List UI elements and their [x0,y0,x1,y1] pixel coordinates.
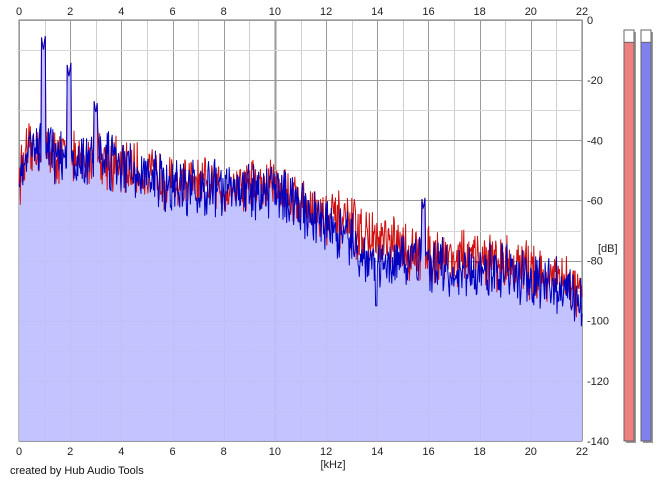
x-tick-label-top: 0 [16,6,22,18]
x-tick-labels: 0 2 4 6 8 10 12 14 16 18 20 22 0 2 4 6 8 10 12 14 16 18 20 22 [16,6,588,458]
y-tick-label: -80 [587,256,603,268]
x-tick-label-bottom: 4 [118,446,124,458]
x-tick-label-top: 22 [576,6,588,18]
x-tick-label-top: 12 [320,6,332,18]
x-tick-label-top: 6 [169,6,175,18]
y-tick-label: 0 [587,15,593,27]
x-tick-label-bottom: 2 [67,446,73,458]
spectrum-fill [19,36,582,441]
x-tick-label-top: 14 [371,6,383,18]
x-tick-label-bottom: 0 [16,446,22,458]
x-tick-label-top: 20 [525,6,537,18]
level-meters [623,29,653,443]
footer-credit: created by Hub Audio Tools [10,465,144,477]
meter-bar-right [640,41,652,442]
y-tick-label: -60 [587,195,603,207]
spectrum-series [18,36,583,327]
y-tick-label: -120 [587,376,609,388]
y-tick-label: -140 [587,436,609,448]
x-tick-label-top: 4 [118,6,124,18]
x-tick-label-bottom: 14 [371,446,383,458]
y-tick-label: -20 [587,75,603,87]
x-tick-label-bottom: 10 [269,446,281,458]
x-tick-label-top: 2 [67,6,73,18]
y-tick-label: -100 [587,316,609,328]
x-tick-label-top: 10 [269,6,281,18]
x-tick-label-bottom: 18 [474,446,486,458]
x-tick-label-top: 18 [474,6,486,18]
x-tick-label-bottom: 22 [576,446,588,458]
x-tick-label-bottom: 8 [221,446,227,458]
spectrum-area-fill [19,36,582,441]
meter-bar-left [623,41,635,442]
x-tick-label-bottom: 16 [422,446,434,458]
y-tick-labels: 0 -20 -40 -60 -80 -100 -120 -140 [587,15,609,448]
x-tick-label-bottom: 12 [320,446,332,458]
x-tick-label-bottom: 20 [525,446,537,458]
y-tick-label: -40 [587,135,603,147]
x-tick-label-top: 16 [422,6,434,18]
y-axis-label: [dB] [598,243,618,255]
x-tick-label-top: 8 [221,6,227,18]
x-axis-label: [kHz] [320,459,345,471]
series-line-blue [18,36,583,327]
x-tick-label-bottom: 6 [169,446,175,458]
